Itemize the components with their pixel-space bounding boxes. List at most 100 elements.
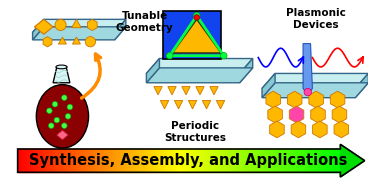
- Polygon shape: [59, 149, 60, 172]
- Polygon shape: [208, 149, 209, 172]
- Polygon shape: [191, 149, 192, 172]
- Polygon shape: [268, 106, 282, 123]
- Polygon shape: [23, 149, 24, 172]
- Polygon shape: [320, 149, 321, 172]
- Polygon shape: [80, 149, 81, 172]
- Polygon shape: [181, 149, 182, 172]
- Polygon shape: [184, 149, 186, 172]
- Polygon shape: [250, 149, 251, 172]
- Polygon shape: [214, 149, 215, 172]
- Polygon shape: [158, 149, 159, 172]
- Polygon shape: [50, 149, 51, 172]
- Polygon shape: [81, 149, 82, 172]
- Polygon shape: [79, 149, 80, 172]
- Polygon shape: [156, 149, 158, 172]
- Polygon shape: [202, 100, 211, 109]
- Polygon shape: [151, 149, 152, 172]
- Polygon shape: [270, 121, 284, 138]
- Polygon shape: [24, 149, 25, 172]
- Polygon shape: [53, 149, 54, 172]
- Polygon shape: [107, 149, 108, 172]
- Polygon shape: [307, 149, 308, 172]
- Polygon shape: [97, 149, 98, 172]
- Polygon shape: [34, 19, 53, 34]
- Polygon shape: [254, 149, 256, 172]
- Polygon shape: [239, 149, 240, 172]
- Polygon shape: [205, 149, 206, 172]
- Polygon shape: [95, 149, 96, 172]
- Polygon shape: [186, 149, 187, 172]
- Polygon shape: [75, 149, 76, 172]
- Polygon shape: [115, 149, 116, 172]
- Polygon shape: [161, 149, 162, 172]
- Polygon shape: [232, 149, 233, 172]
- Polygon shape: [216, 100, 225, 109]
- Text: Periodic
Structures: Periodic Structures: [164, 121, 226, 143]
- Polygon shape: [169, 149, 170, 172]
- Polygon shape: [271, 149, 273, 172]
- Polygon shape: [266, 91, 280, 108]
- Polygon shape: [319, 149, 320, 172]
- Polygon shape: [40, 149, 41, 172]
- Polygon shape: [332, 149, 333, 172]
- Polygon shape: [182, 87, 190, 95]
- Polygon shape: [68, 149, 69, 172]
- Polygon shape: [262, 149, 263, 172]
- Polygon shape: [130, 149, 131, 172]
- Polygon shape: [222, 149, 223, 172]
- Polygon shape: [172, 19, 221, 53]
- Polygon shape: [53, 67, 70, 83]
- Polygon shape: [290, 149, 291, 172]
- Polygon shape: [262, 73, 369, 88]
- Polygon shape: [117, 149, 118, 172]
- Polygon shape: [287, 149, 288, 172]
- Polygon shape: [152, 149, 153, 172]
- Polygon shape: [335, 149, 336, 172]
- Polygon shape: [89, 149, 90, 172]
- Polygon shape: [159, 149, 160, 172]
- Polygon shape: [110, 149, 111, 172]
- Polygon shape: [133, 149, 134, 172]
- Circle shape: [65, 114, 71, 119]
- Polygon shape: [265, 149, 266, 172]
- Polygon shape: [163, 149, 164, 172]
- Polygon shape: [268, 149, 270, 172]
- Polygon shape: [36, 149, 37, 172]
- Polygon shape: [270, 149, 271, 172]
- Polygon shape: [231, 149, 232, 172]
- Polygon shape: [313, 149, 314, 172]
- Polygon shape: [303, 44, 312, 95]
- Polygon shape: [274, 149, 275, 172]
- Polygon shape: [298, 149, 299, 172]
- Polygon shape: [146, 149, 147, 172]
- Polygon shape: [251, 149, 252, 172]
- Polygon shape: [33, 19, 44, 40]
- Polygon shape: [87, 19, 97, 30]
- Polygon shape: [148, 149, 149, 172]
- Polygon shape: [103, 149, 104, 172]
- Polygon shape: [334, 149, 335, 172]
- Polygon shape: [314, 149, 316, 172]
- Polygon shape: [38, 149, 39, 172]
- Polygon shape: [317, 149, 318, 172]
- Polygon shape: [180, 149, 181, 172]
- Polygon shape: [330, 91, 345, 108]
- Polygon shape: [164, 149, 165, 172]
- Polygon shape: [90, 149, 91, 172]
- Circle shape: [46, 108, 52, 114]
- Polygon shape: [147, 149, 148, 172]
- Polygon shape: [334, 121, 349, 138]
- Circle shape: [166, 53, 173, 59]
- Polygon shape: [284, 149, 285, 172]
- Polygon shape: [98, 149, 99, 172]
- Polygon shape: [228, 149, 229, 172]
- Polygon shape: [78, 149, 79, 172]
- Polygon shape: [127, 149, 129, 172]
- Polygon shape: [87, 149, 88, 172]
- Polygon shape: [108, 149, 109, 172]
- Polygon shape: [99, 149, 101, 172]
- Polygon shape: [160, 149, 161, 172]
- Polygon shape: [21, 149, 22, 172]
- Polygon shape: [198, 149, 200, 172]
- Polygon shape: [259, 149, 260, 172]
